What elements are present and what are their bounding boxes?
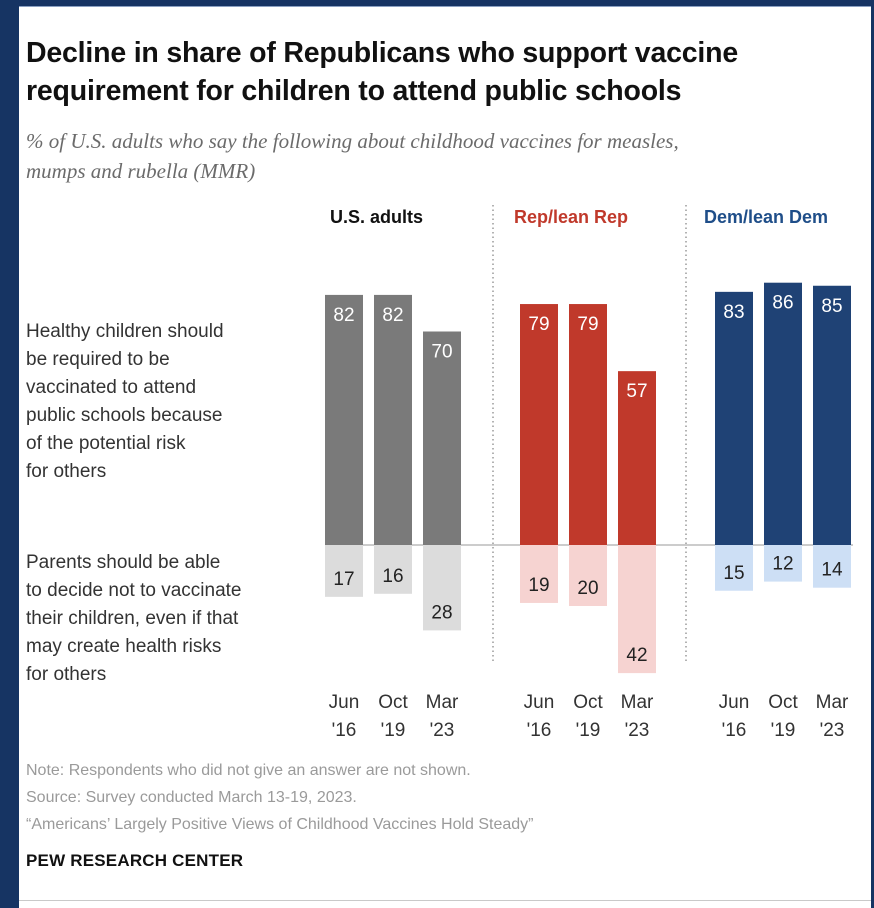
- bar-value-label: 86: [772, 293, 793, 314]
- row-label-line: Parents should be able: [26, 552, 221, 573]
- bar-oppose: [374, 545, 412, 594]
- bar-value-label: 17: [333, 569, 354, 590]
- x-tick-month: Jun: [329, 692, 360, 713]
- bar-value-label: 28: [431, 602, 452, 623]
- bar-oppose: [715, 545, 753, 591]
- x-tick-year: '19: [381, 720, 406, 741]
- bar-support: [520, 304, 558, 545]
- bar-value-label: 14: [821, 560, 843, 581]
- bar-value-label: 83: [723, 302, 744, 323]
- bar-oppose: [813, 545, 851, 588]
- bar-support: [715, 291, 753, 545]
- subtitle-line: mumps and rubella (MMR): [26, 159, 256, 183]
- subtitle-line: % of U.S. adults who say the following a…: [26, 129, 679, 153]
- frame-right-border: [871, 0, 874, 908]
- bar-value-label: 20: [577, 578, 598, 599]
- bar-support: [569, 304, 607, 545]
- row-label-line: their children, even if that: [26, 608, 239, 629]
- bar-value-label: 16: [382, 566, 403, 587]
- row-label-line: vaccinated to attend: [26, 377, 197, 398]
- group-label-us-adults: U.S. adults: [330, 207, 424, 227]
- row-label-line: for others: [26, 664, 107, 685]
- bar-value-label: 70: [431, 342, 452, 363]
- x-tick-month: Oct: [573, 692, 603, 713]
- x-tick-month: Oct: [768, 692, 798, 713]
- bar-value-label: 57: [626, 381, 647, 402]
- bar-chart: 82 82 70 17 16 28 Jun '16 Oct '19 Mar '23 79 79 57 19 20…: [325, 205, 853, 741]
- bar-oppose: [423, 545, 461, 631]
- note-text: Note: Respondents who did not give an an…: [26, 762, 471, 779]
- chart-title: Decline in share of Republicans who supp…: [26, 34, 866, 110]
- bar-value-label: 79: [577, 314, 598, 335]
- pew-research-logo: PEW RESEARCH CENTER: [26, 851, 244, 870]
- bar-oppose: [764, 545, 802, 582]
- bottom-rule: [19, 900, 871, 901]
- title-line: Decline in share of Republicans who supp…: [26, 37, 738, 69]
- x-tick-year: '16: [332, 720, 357, 741]
- row-label-line: public schools because: [26, 405, 223, 426]
- bar-support: [764, 282, 802, 545]
- bar-oppose: [569, 545, 607, 606]
- x-tick-year: '16: [527, 720, 552, 741]
- row-label-line: to decide not to vaccinate: [26, 580, 242, 601]
- row-label-line: of the potential risk: [26, 433, 186, 454]
- row-label-line: be required to be: [26, 349, 170, 370]
- x-tick-month: Mar: [816, 692, 849, 713]
- x-tick-month: Jun: [719, 692, 750, 713]
- bar-oppose: [325, 545, 363, 597]
- bar-value-label: 85: [821, 296, 842, 317]
- frame-top-border: [0, 0, 874, 6]
- row-label-line: for others: [26, 461, 107, 482]
- bar-value-label: 82: [382, 305, 403, 326]
- row-label-oppose: Parents should be able to decide not to …: [26, 549, 286, 689]
- bar-value-label: 82: [333, 305, 354, 326]
- bar-oppose: [618, 545, 656, 674]
- row-label-line: Healthy children should: [26, 321, 224, 342]
- bar-support: [374, 294, 412, 545]
- bar-value-label: 19: [528, 575, 549, 596]
- title-line: requirement for children to attend publi…: [26, 75, 682, 107]
- report-title-text: “Americans’ Largely Positive Views of Ch…: [26, 816, 534, 833]
- x-tick-year: '23: [430, 720, 455, 741]
- source-text: Source: Survey conducted March 13-19, 20…: [26, 789, 357, 806]
- bar-value-label: 12: [772, 554, 793, 575]
- x-tick-year: '16: [722, 720, 747, 741]
- row-label-line: may create health risks: [26, 636, 222, 657]
- x-tick-month: Mar: [426, 692, 459, 713]
- frame-inner-line: [19, 6, 871, 7]
- x-tick-year: '19: [771, 720, 796, 741]
- x-tick-month: Oct: [378, 692, 408, 713]
- bar-value-label: 15: [723, 563, 744, 584]
- row-label-support: Healthy children should be required to b…: [26, 318, 286, 486]
- x-tick-month: Jun: [524, 692, 555, 713]
- bar-support: [423, 331, 461, 545]
- chart-subtitle: % of U.S. adults who say the following a…: [26, 126, 871, 186]
- x-tick-year: '23: [820, 720, 845, 741]
- bar-value-label: 42: [626, 645, 647, 666]
- bar-support: [618, 371, 656, 545]
- bar-oppose: [520, 545, 558, 603]
- x-tick-year: '19: [576, 720, 601, 741]
- bar-support: [325, 294, 363, 545]
- frame-left-border: [0, 0, 19, 908]
- bar-support: [813, 285, 851, 545]
- group-label-dem: Dem/lean Dem: [704, 207, 829, 227]
- group-label-rep: Rep/lean Rep: [514, 207, 629, 227]
- bar-value-label: 79: [528, 314, 549, 335]
- x-tick-month: Mar: [621, 692, 654, 713]
- x-tick-year: '23: [625, 720, 650, 741]
